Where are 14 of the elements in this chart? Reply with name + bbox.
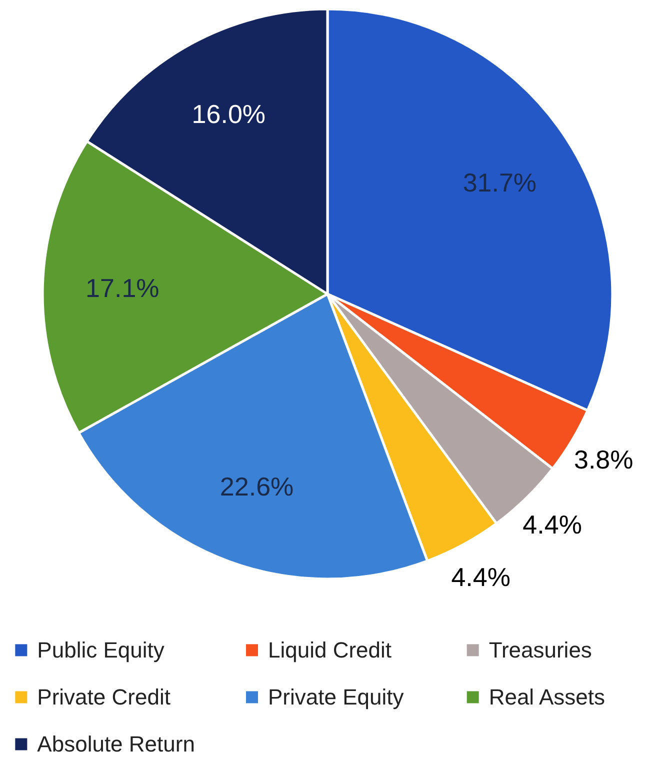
data-label: 22.6% — [220, 472, 294, 502]
legend-label: Private Credit — [37, 684, 170, 710]
data-label: 4.4% — [451, 562, 510, 592]
data-label: 16.0% — [192, 99, 266, 130]
legend-label: Absolute Return — [37, 732, 195, 757]
legend-label: Private Equity — [268, 684, 404, 710]
data-label: 17.1% — [86, 273, 160, 304]
legend-label: Public Equity — [37, 638, 164, 663]
legend-label: Real Assets — [488, 684, 605, 710]
legend-label: Treasuries — [488, 638, 592, 663]
data-label: 4.4% — [522, 510, 582, 540]
data-label: 3.8% — [574, 444, 634, 475]
data-label: 31.7% — [462, 167, 537, 198]
legend-label: Liquid Credit — [268, 638, 392, 663]
